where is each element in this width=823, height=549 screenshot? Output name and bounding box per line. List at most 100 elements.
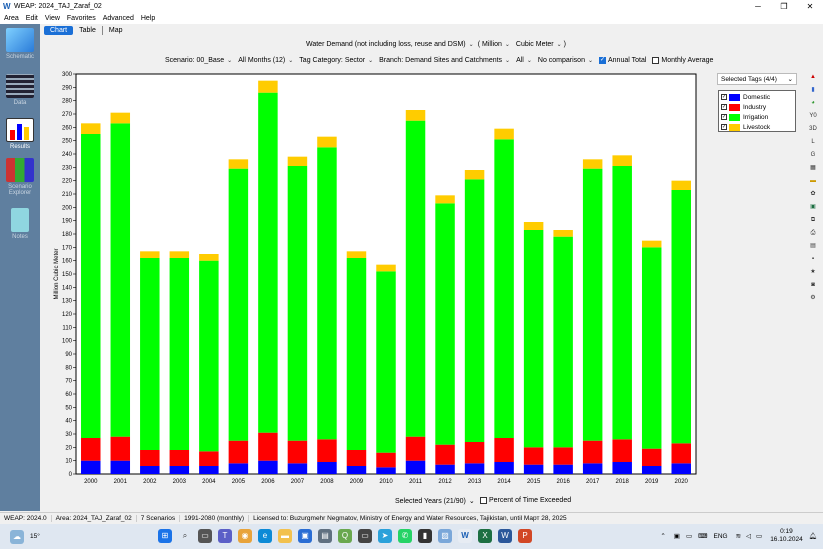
bar-segment-industry [435,444,455,465]
teams-icon[interactable]: T [218,529,232,543]
all-select[interactable]: All ⌄ [516,57,532,64]
annual-total-checkbox[interactable]: Annual Total [599,56,646,64]
language-indicator[interactable]: ENG [713,532,728,540]
battery-icon[interactable]: ▭ [756,533,763,540]
export-excel-icon[interactable]: ▣ [810,204,816,210]
legend-item-industry[interactable]: ✓ Industry [721,103,767,111]
tab-table[interactable]: Table [73,26,103,35]
log-scale-icon[interactable]: L [811,139,815,145]
tray-meet-icon[interactable]: ▭ [685,533,693,540]
app-icon[interactable]: ▤ [318,529,332,543]
menu-view[interactable]: View [44,15,60,22]
y-tick-label: 150 [62,272,73,278]
percent-exceeded-checkbox[interactable]: Percent of Time Exceeded [480,497,571,504]
windows-start-icon[interactable]: ⊞ [158,529,172,543]
telegram-icon[interactable]: ➤ [378,529,392,543]
pie-chart-icon[interactable]: ◕ [811,100,815,106]
sidebar-item-schematic[interactable]: Schematic [2,28,38,60]
edge-icon[interactable]: e [258,529,272,543]
y-tick-label: 290 [62,85,73,91]
notification-icon[interactable]: 🔔︎ [808,533,817,540]
menu-help[interactable]: Help [140,15,156,22]
selected-tags-select[interactable]: Selected Tags (4/4) ⌄ [717,73,797,85]
save-icon[interactable]: ▪ [811,256,815,262]
menu-area[interactable]: Area [4,15,19,22]
chart-type-icon[interactable]: ▲ [810,74,816,80]
word-icon[interactable]: W [498,529,512,543]
menu-edit[interactable]: Edit [25,15,38,22]
whatsapp-icon[interactable]: ✆ [398,529,412,543]
3d-icon[interactable]: 3D [809,126,817,132]
clock[interactable]: 0:19 16.10.2024 [770,528,803,543]
close-button[interactable]: ✕ [806,2,814,11]
monthly-average-checkbox[interactable]: Monthly Average [652,57,713,64]
legend-item-domestic[interactable]: ✓ Domestic [721,93,771,101]
copy-icon[interactable]: ⧉ [810,217,816,223]
weather-widget[interactable]: ☁ 15° [10,529,40,544]
branch-select[interactable]: Branch: Demand Sites and Catchments ⌄ [379,57,511,64]
store-icon[interactable]: ▣ [298,529,312,543]
tab-chart[interactable]: Chart [44,26,74,35]
x-tick-label: 2008 [320,479,334,485]
gridlines-icon[interactable]: ▦ [810,165,816,171]
legend-item-livestock[interactable]: ✓ Livestock [721,123,771,131]
sidebar-item-results[interactable]: Results [2,118,38,150]
sidebar-item-notes[interactable]: Notes [2,208,38,240]
variable-select[interactable]: Water Demand (not including loss, reuse … [306,41,474,48]
powerpoint-icon[interactable]: P [518,529,532,543]
grid-icon[interactable]: G [810,152,816,158]
bar-chart-icon[interactable]: ▮ [811,87,815,93]
bar-segment-domestic [405,460,426,474]
photos-icon[interactable]: ▨ [438,529,452,543]
menu-favorites[interactable]: Favorites [66,15,96,22]
camera-icon[interactable]: ◙ [811,282,815,288]
settings-icon[interactable]: ⚙ [810,295,816,301]
tab-map[interactable]: Map [108,27,123,34]
menu-advanced[interactable]: Advanced [102,15,134,22]
tray-app-icon[interactable]: ▣ [673,533,680,540]
notes-icon [11,208,29,232]
volume-icon[interactable]: ◁ [746,533,752,540]
keyboard-icon[interactable]: ⌨ [698,533,708,540]
unit-scale-select[interactable]: Million ⌄ [482,41,510,48]
chevron-up-icon[interactable]: ⌃ [660,533,666,540]
y-tick-label: 160 [62,259,73,265]
labels-icon[interactable]: ▬ [810,178,816,184]
x-tick-label: 2011 [409,479,423,485]
bar-segment-industry [287,440,308,464]
palette-icon[interactable]: ✿ [810,191,816,197]
comparison-select[interactable]: No comparison ⌄ [537,57,593,64]
search-icon[interactable]: ⌕ [182,531,188,540]
months-select[interactable]: All Months (12) ⌄ [238,57,294,64]
bar-segment-irrigation [641,247,662,449]
bar-segment-irrigation [169,258,190,450]
chrome-icon[interactable]: ◉ [238,529,252,543]
x-tick-label: 2012 [438,479,452,485]
print-icon[interactable]: ⎙ [810,230,816,236]
file-explorer-icon[interactable]: ▬ [278,529,292,543]
view-sidebar: Schematic Data Results Scenario Explorer… [0,24,40,511]
sidebar-item-scenario-explorer[interactable]: Scenario Explorer [2,158,38,196]
sidebar-item-data[interactable]: Data [2,74,38,106]
clipboard-icon[interactable]: ▤ [810,243,816,249]
y-zero-icon[interactable]: Y0 [809,113,817,119]
scenario-select[interactable]: Scenario: 00_Base ⌄ [165,57,233,64]
qgis-icon[interactable]: Q [338,529,352,543]
legend-item-irrigation[interactable]: ✓ Irrigation [721,113,769,121]
tag-category-select[interactable]: Tag Category: Sector ⌄ [299,57,374,64]
bar-segment-irrigation [81,134,101,438]
maximize-button[interactable]: ❐ [780,2,788,11]
task-view-icon[interactable]: ▭ [198,529,212,543]
minimize-button[interactable]: ─ [755,2,761,11]
excel-icon[interactable]: X [478,529,492,543]
unit-select[interactable]: Cubic Meter ⌄ [515,41,562,48]
bar-segment-irrigation [317,147,337,440]
wifi-icon[interactable]: ≋ [735,533,742,540]
view-tabs: Chart Table Map [44,26,128,35]
selected-years-select[interactable]: Selected Years (21/90) ⌄ [395,497,475,506]
weap-taskbar-icon[interactable]: W [458,529,472,543]
bar-segment-domestic [641,466,662,474]
terminal-icon[interactable]: ▮ [418,529,432,543]
folder-icon[interactable]: ▭ [358,529,372,543]
favorites-icon[interactable]: ★ [810,269,816,275]
